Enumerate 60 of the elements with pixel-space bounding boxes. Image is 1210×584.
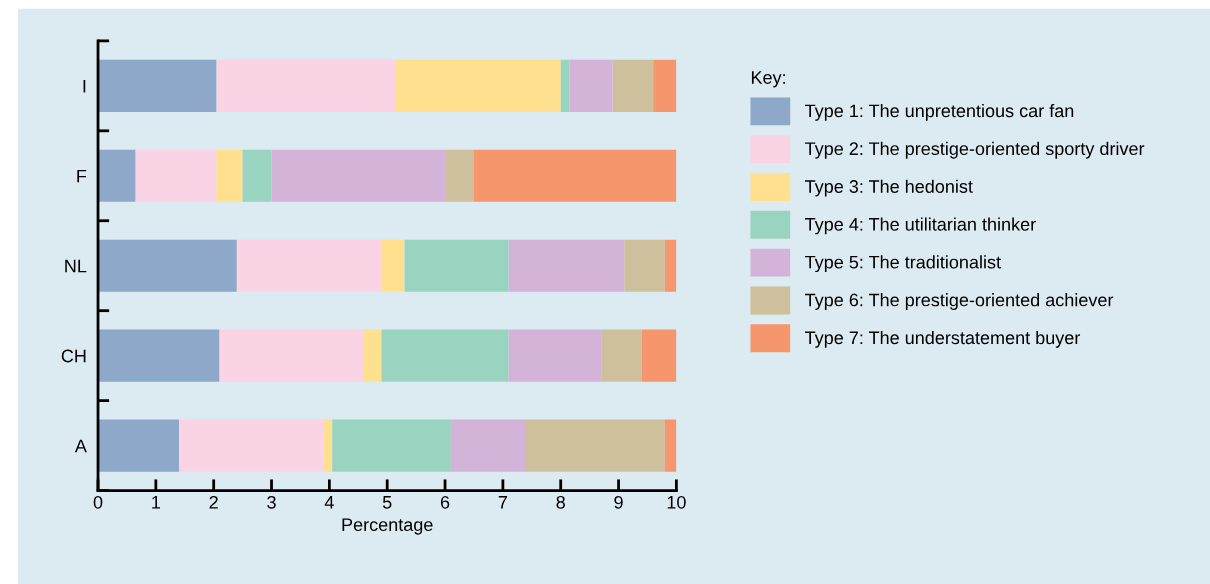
bar (560, 59, 570, 112)
legend-label: Type 2: The prestige-oriented sporty driver (805, 141, 1145, 159)
y-tick-label: CH (61, 349, 86, 363)
legend-label: Type 3: The hedonist (805, 179, 973, 197)
legend-label: Type 6: The prestige-oriented achiever (805, 293, 1114, 310)
y-tick-label: I (83, 79, 86, 93)
bar (236, 239, 382, 292)
x-tick-label: 8 (556, 495, 565, 509)
bar (98, 419, 179, 472)
bar (332, 419, 451, 472)
bar (624, 239, 665, 292)
bar (178, 419, 324, 472)
legend-label: Type 5: The traditionalist (805, 255, 1001, 273)
legend-label: Type 4: The utilitarian thinker (805, 217, 1036, 235)
bar (445, 149, 474, 202)
bar (395, 59, 561, 112)
bar (219, 329, 365, 382)
bar (98, 329, 220, 382)
bar (664, 239, 677, 292)
bar (508, 239, 625, 292)
x-tick-label: 9 (614, 495, 623, 509)
bar (135, 149, 217, 202)
x-tick-label: 6 (440, 495, 450, 509)
bar (653, 59, 677, 112)
legend-label: Type 1: The unpretentious car fan (805, 103, 1074, 121)
bar (473, 149, 677, 202)
y-tick-label: F (77, 169, 87, 183)
bar (508, 329, 602, 382)
y-tick-label: A (74, 439, 87, 453)
bar (98, 59, 217, 112)
bar (381, 239, 405, 292)
x-tick-label: 4 (324, 496, 334, 509)
bar (364, 329, 382, 382)
bar (216, 149, 243, 202)
bar (601, 329, 642, 382)
bar (569, 59, 613, 112)
x-tick-label: 7 (498, 496, 507, 509)
x-tick-label: 2 (209, 495, 218, 509)
x-tick-label: 5 (382, 496, 392, 509)
bar (526, 419, 665, 472)
x-tick-label: 0 (93, 495, 103, 509)
legend-title: Key: (751, 71, 785, 88)
y-tick-label: NL (65, 259, 87, 273)
bar (98, 149, 136, 202)
bar (271, 149, 446, 202)
x-tick-label: 3 (267, 495, 276, 509)
x-tick-label: 1 (152, 496, 160, 509)
legend-label: Type 7: The understatement buyer (805, 330, 1081, 348)
x-tick-label: 10 (667, 495, 686, 509)
bar (242, 149, 272, 202)
bar (612, 59, 654, 112)
bar (98, 239, 237, 292)
bar (323, 419, 333, 472)
bar (216, 59, 396, 112)
x-axis-title: Percentage (342, 518, 433, 535)
bar (404, 239, 509, 292)
bar (641, 329, 677, 382)
bar (664, 419, 677, 472)
bar (450, 419, 527, 472)
bar (381, 329, 509, 382)
